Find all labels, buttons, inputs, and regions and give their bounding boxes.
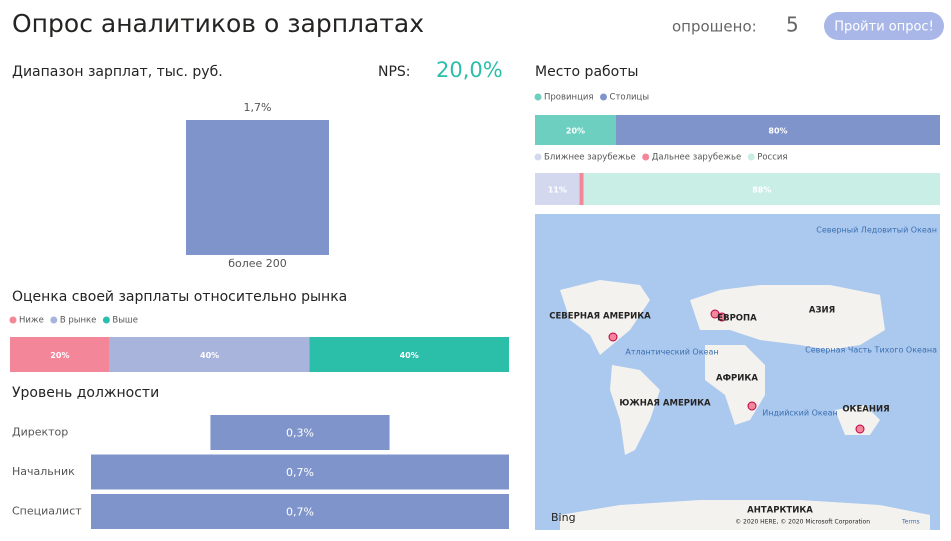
survey-button[interactable]: Пройти опрос!: [824, 12, 944, 40]
bar-segment: [309, 337, 509, 372]
land: [835, 405, 880, 435]
map-copyright: © 2020 HERE, © 2020 Microsoft Corporatio…: [735, 519, 870, 526]
map-label: Атлантический Океан: [625, 348, 718, 357]
chart-title: Оценка своей зарплаты относительно рынка: [12, 289, 347, 305]
legend-label: В рынке: [60, 316, 97, 326]
map-pin: [717, 312, 727, 322]
land: [560, 280, 650, 355]
data-label: 40%: [400, 351, 419, 360]
button-label: Пройти опрос!: [834, 20, 934, 35]
legend-dot: [534, 93, 542, 101]
map-terms[interactable]: Terms: [901, 519, 920, 526]
legend-label: Провинция: [544, 93, 594, 103]
legend-label: Выше: [112, 316, 138, 326]
data-label: 40%: [200, 351, 219, 360]
legend-dot: [50, 316, 58, 324]
data-label: 1,7%: [244, 101, 272, 114]
data-label: 11%: [548, 186, 567, 195]
data-label: 0,3%: [286, 427, 314, 440]
map-label: АНТАРКТИКА: [747, 506, 813, 516]
land: [690, 285, 885, 350]
bar-segment: [10, 337, 110, 372]
map-label: ЮЖНАЯ АМЕРИКА: [619, 399, 711, 409]
legend-dot: [747, 153, 755, 161]
data-label: 20%: [50, 351, 69, 360]
category-label: Начальник: [12, 465, 75, 478]
map-pin: [747, 401, 757, 411]
legend-dot: [102, 316, 110, 324]
page-title: Опрос аналитиков о зарплатах: [12, 9, 424, 38]
map-label: Индийский Океан: [762, 409, 838, 418]
map-label: Северная Часть Тихого Океана: [805, 346, 937, 355]
chart-title: Уровень должности: [12, 385, 159, 401]
category-label: Директор: [12, 426, 68, 439]
data-label: 80%: [768, 127, 787, 136]
bar-segment: [535, 115, 616, 145]
legend-label: Дальнее зарубежье: [652, 153, 742, 163]
legend-dot: [600, 93, 608, 101]
chart-title: Место работы: [535, 64, 638, 80]
bar-segment: [579, 173, 584, 205]
funnel-bar: [91, 494, 509, 529]
data-label: 0,7%: [286, 466, 314, 479]
land: [610, 365, 660, 455]
button-bg: [824, 12, 944, 40]
map-label: АЗИЯ: [809, 306, 835, 316]
legend-label: Ближнее зарубежье: [544, 153, 636, 163]
map-label: АФРИКА: [716, 374, 758, 384]
data-label: 0,7%: [286, 506, 314, 519]
legend-label: Россия: [757, 153, 787, 163]
legend-dot: [642, 153, 650, 161]
surveyed-count: 5: [786, 13, 799, 37]
nps-label: NPS:: [378, 64, 411, 80]
category-label: Специалист: [12, 505, 82, 518]
legend-label: Ниже: [19, 316, 44, 326]
bar: [186, 120, 329, 255]
legend-dot: [9, 316, 17, 324]
bar-segment: [535, 173, 580, 205]
category-label: более 200: [228, 257, 287, 270]
nps-value: 20,0%: [436, 58, 503, 82]
funnel-bar: [91, 454, 509, 490]
map-pin: [608, 332, 618, 342]
bar-segment: [109, 337, 310, 372]
legend-dot: [534, 153, 542, 161]
chart-title: Диапазон зарплат, тыс. руб.: [12, 64, 223, 80]
data-label: 20%: [566, 127, 585, 136]
map: СЕВЕРНАЯ АМЕРИКА ЕВРОПА АЗИЯ АФРИКА ЮЖНА…: [535, 214, 940, 530]
map-label: Северный Ледовитый Океан: [816, 226, 937, 235]
funnel-bar: [210, 415, 390, 450]
land: [560, 500, 930, 530]
bar-segment: [583, 173, 940, 205]
map-label: СЕВЕРНАЯ АМЕРИКА: [549, 312, 651, 322]
data-label: 88%: [752, 186, 771, 195]
map-label: ЕВРОПА: [717, 314, 757, 324]
map-label: ОКЕАНИЯ: [842, 405, 889, 415]
map-logo: Bing: [551, 511, 576, 524]
surveyed-label: опрошено:: [672, 18, 757, 36]
map-pin: [855, 424, 865, 434]
legend-label: Столицы: [610, 93, 650, 103]
bar-segment: [616, 115, 940, 145]
